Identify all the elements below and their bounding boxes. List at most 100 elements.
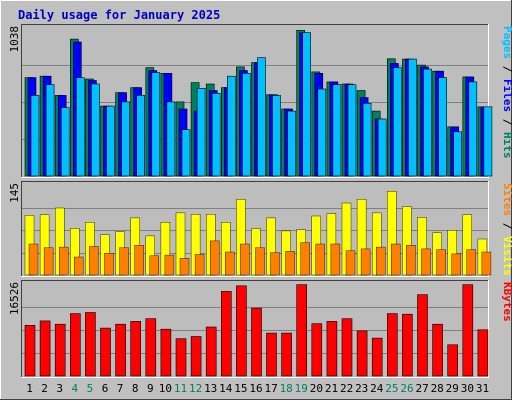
bar-sites (134, 244, 144, 276)
x-tick-label: 4 (71, 382, 78, 395)
x-tick-label: 13 (204, 382, 217, 395)
bar-pages (227, 75, 236, 177)
bar-kbytes (477, 329, 489, 377)
bar-sites (119, 247, 129, 276)
bar-pages (196, 88, 206, 177)
y-axis-max-label: 1038 (8, 26, 21, 53)
bar-kbytes (70, 313, 81, 377)
bar-kbytes (54, 323, 66, 377)
panel-kbytes: 16526 KBytes (8, 280, 512, 378)
bar-kbytes (462, 284, 474, 377)
bar-pages (76, 77, 85, 177)
panel-visits-sites: 145 Sites / Visits (8, 181, 512, 277)
x-tick-label: 12 (189, 382, 202, 395)
bar-kbytes (356, 330, 368, 377)
bar-sites (330, 243, 341, 276)
legend-label: Pages / Files / Hits (501, 26, 512, 159)
x-tick-label: 14 (219, 382, 233, 395)
bar-kbytes (145, 318, 157, 377)
panel-hits-files-pages: 1038 Pages / Files / Hits (8, 24, 512, 178)
bar-sites (225, 251, 235, 276)
legend-part: Pages (501, 26, 512, 59)
bar-kbytes (85, 312, 96, 377)
bar-pages (317, 88, 327, 177)
bar-kbytes (251, 307, 262, 377)
bar-sites (345, 250, 356, 276)
bar-pages (106, 105, 115, 177)
x-tick-label: 21 (325, 382, 338, 395)
bar-kbytes (160, 328, 172, 377)
legend-part: / (501, 59, 512, 79)
bar-kbytes (447, 344, 459, 377)
bar-sites (28, 243, 39, 276)
bar-sites (466, 249, 476, 276)
bar-kbytes (205, 326, 217, 377)
bar-kbytes (130, 321, 141, 377)
bar-pages (242, 73, 251, 177)
bar-sites (43, 247, 54, 276)
x-tick-label: 28 (431, 382, 444, 395)
bar-sites (436, 249, 446, 276)
bar-sites (104, 253, 114, 276)
x-tick-label: 8 (132, 382, 139, 395)
bar-kbytes (311, 323, 323, 377)
bar-sites (209, 240, 220, 276)
bar-pages (483, 106, 493, 177)
x-tick-label: 17 (264, 382, 277, 395)
bar-sites (89, 246, 99, 276)
x-tick-label: 15 (234, 382, 247, 395)
bar-kbytes (371, 337, 383, 377)
bar-sites (376, 246, 386, 276)
x-tick-label: 3 (56, 382, 63, 395)
bar-sites (391, 243, 401, 276)
bar-pages (453, 131, 463, 177)
x-tick-label: 16 (249, 382, 262, 395)
x-tick-label: 2 (41, 382, 48, 395)
bar-pages (332, 84, 342, 177)
x-tick-label: 22 (340, 382, 353, 395)
x-tick-label: 5 (87, 382, 94, 395)
bar-pages (166, 101, 176, 177)
x-tick-label: 26 (400, 382, 413, 395)
chart-title: Daily usage for January 2025 (18, 8, 220, 22)
bar-pages (45, 84, 55, 177)
bar-sites (360, 248, 371, 276)
legend-part: / (501, 216, 512, 236)
chart-panels: 1038 Pages / Files / Hits 145 Sites / Visit… (8, 24, 512, 378)
bar-pages (377, 118, 387, 177)
bar-sites (240, 243, 250, 276)
bar-sites (255, 247, 265, 276)
bar-kbytes (24, 324, 36, 377)
y-axis-max-label: 16526 (8, 282, 21, 315)
legend-part: KBytes (501, 282, 512, 322)
bar-pages (211, 93, 221, 177)
bar-sites (149, 255, 160, 276)
legend-label: KBytes (501, 282, 512, 322)
bar-pages (302, 32, 312, 177)
bar-kbytes (326, 321, 338, 377)
bar-pages (272, 95, 281, 177)
x-tick-label: 30 (461, 382, 474, 395)
bar-sites (406, 244, 416, 276)
x-tick-label: 23 (355, 382, 368, 395)
x-tick-label: 27 (415, 382, 428, 395)
x-tick-label: 18 (280, 382, 293, 395)
x-tick-label: 24 (370, 382, 384, 395)
legend-part: Files (501, 79, 512, 112)
x-tick-label: 25 (385, 382, 398, 395)
x-tick-label: 19 (295, 382, 308, 395)
bar-kbytes (266, 332, 277, 377)
bar-kbytes (402, 313, 413, 377)
bar-pages (257, 57, 266, 177)
bar-kbytes (417, 294, 428, 377)
bar-sites (179, 258, 190, 276)
legend-part: Sites (501, 183, 512, 216)
x-tick-label: 11 (174, 382, 187, 395)
bar-pages (438, 77, 447, 177)
bar-kbytes (281, 332, 292, 377)
bar-pages (408, 58, 417, 177)
bar-sites (451, 253, 461, 276)
x-axis-day-labels: 1 2 3 4 5 6 7 8 9 10 11 12 13 14 15 16 17 18 19 20 21 22 23 24 2… (26, 382, 489, 395)
bar-sites (481, 251, 492, 276)
